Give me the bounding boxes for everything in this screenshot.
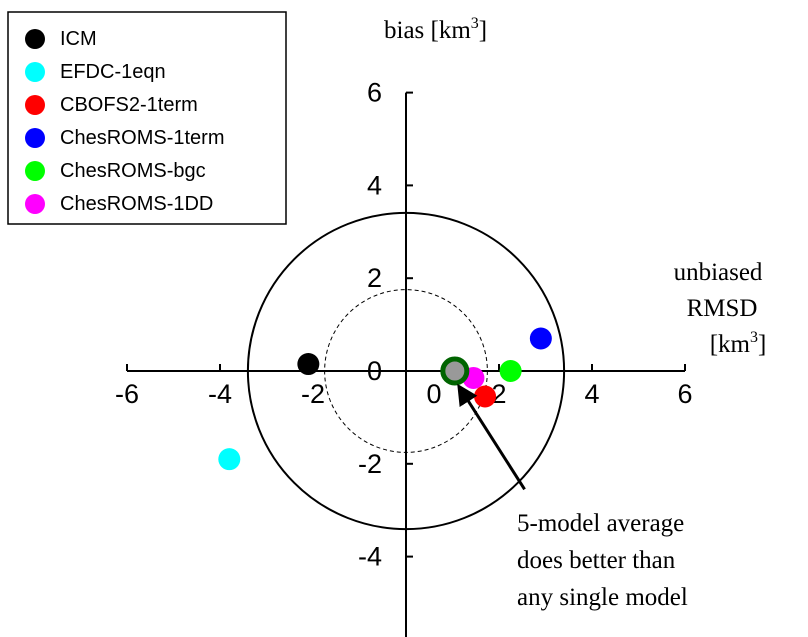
legend-items: ICM EFDC-1eqn CBOFS2-1term ChesROMS-1term Ch… [25, 28, 224, 215]
x-tick-label: 4 [584, 379, 599, 409]
data-point-chesroms-1term [529, 327, 552, 350]
y-tick-label: 2 [367, 263, 382, 293]
x-tick-label: -2 [301, 379, 325, 409]
y-tick-label: -4 [358, 542, 382, 572]
legend-label-chesroms-1dd: ChesROMS-1DD [60, 193, 213, 215]
y-tick-label: -6 [358, 634, 382, 637]
legend-label-cbofs2-1term: CBOFS2-1term [60, 94, 198, 116]
legend-marker-chesroms-1dd [25, 194, 45, 214]
legend-label-efdc-1eqn: EFDC-1eqn [60, 61, 166, 83]
data-point-chesroms-bgc [499, 360, 522, 382]
x-tick-label: -6 [115, 379, 139, 409]
x-tick-label: 6 [677, 379, 692, 409]
legend-marker-cbofs2-1term [25, 95, 45, 115]
legend-marker-efdc-1eqn [25, 62, 45, 82]
legend-box [7, 11, 287, 225]
data-point-icm [297, 353, 320, 376]
y-tick-label: -2 [358, 449, 382, 479]
data-points [218, 327, 552, 471]
x-axis-label-unit-close: ] [758, 331, 766, 358]
data-point-cbofs2-1term [474, 385, 497, 408]
legend-label-chesroms-1term: ChesROMS-1term [60, 127, 224, 149]
legend-marker-chesroms-1term [25, 128, 45, 148]
y-ticks: 6 4 2 0 -2 -4 -6 [358, 78, 413, 637]
x-axis-label-line2: RMSD [687, 295, 758, 322]
annotation-line-1: 5-model average [517, 510, 684, 537]
legend: ICM EFDC-1eqn CBOFS2-1term ChesROMS-1term Ch… [7, 11, 287, 225]
annotation-line-2: does better than [517, 547, 676, 574]
x-axis-label-unit: [km [710, 331, 751, 358]
x-axis-label-line3: [km3] [710, 329, 767, 358]
legend-label-chesroms-bgc: ChesROMS-bgc [60, 160, 206, 182]
y-axis-label-prefix: bias [km [384, 17, 471, 44]
x-axis-label-unit-sup: 3 [750, 329, 758, 346]
legend-marker-icm [25, 29, 45, 49]
annotation-line-3: any single model [517, 584, 688, 611]
y-axis-label-suffix: ] [479, 17, 487, 44]
y-tick-label: 0 [367, 356, 382, 386]
x-tick-label: 2 [491, 379, 506, 409]
x-axis-label-line1: unbiased [674, 259, 763, 286]
data-point-efdc-1eqn [218, 448, 241, 471]
annotation-arrow [457, 383, 526, 491]
x-tick-label: -4 [208, 379, 232, 409]
y-tick-label: 6 [367, 78, 382, 108]
legend-label-icm: ICM [60, 28, 97, 50]
legend-marker-chesroms-bgc [25, 161, 45, 181]
x-tick-label: 0 [426, 379, 441, 409]
y-axis-label-sup: 3 [471, 15, 479, 32]
y-axis-label: bias [km3] [384, 15, 487, 44]
y-tick-label: 4 [367, 170, 382, 200]
data-point-5-model-average [440, 356, 470, 386]
